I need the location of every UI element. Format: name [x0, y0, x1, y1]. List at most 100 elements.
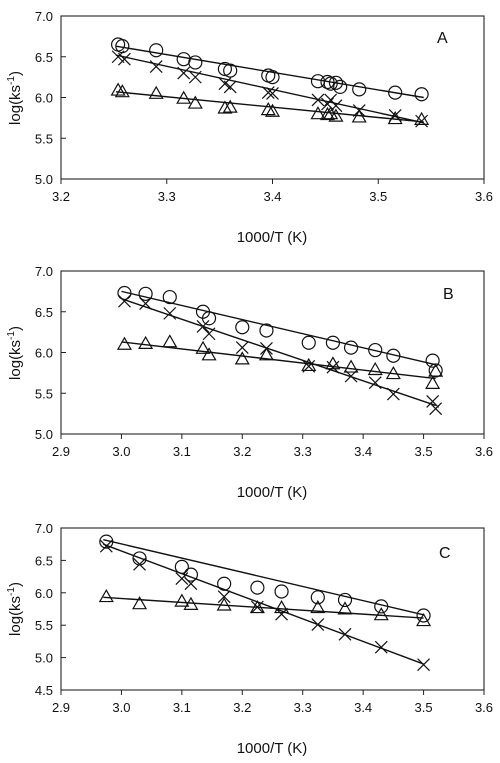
triangle-marker [260, 102, 276, 116]
x-marker [217, 590, 231, 604]
triangle-marker [274, 599, 290, 614]
x-marker [374, 640, 388, 654]
circle-marker [352, 82, 367, 97]
x-marker [202, 327, 216, 341]
circle-marker [416, 608, 431, 623]
circle-marker [174, 559, 189, 574]
x-axis-label: 1000/T (K) [237, 229, 308, 246]
axis-ticks: 5.0 5.5 6.0 6.5 7.0 3.2 3.3 3.4 3.5 3.6 [35, 9, 493, 204]
y-tick-label: 5.5 [35, 386, 53, 401]
circle-marker [188, 55, 203, 70]
x-marker [311, 93, 325, 107]
triangle-marker [373, 607, 389, 621]
x-axis-label: 1000/T (K) [237, 484, 308, 501]
y-tick-label: 4.5 [35, 683, 53, 698]
circle-marker [274, 584, 289, 599]
panel-label: C [439, 545, 451, 562]
x-tick-label: 3.3 [294, 444, 312, 459]
y-tick-label: 5.0 [35, 172, 53, 187]
x-tick-label: 3.2 [233, 444, 251, 459]
fit-line [115, 54, 424, 124]
fit-lines [103, 538, 424, 665]
triangle-marker [249, 599, 265, 614]
chart-panel-b: 5.05.56.06.57.02.9 3.0 3.1 3.2 3.3 3.4 3.5 3.6 … [6, 264, 493, 501]
x-tick-label: 3.1 [173, 444, 191, 459]
triangle-marker [310, 599, 326, 614]
y-tick-label: 6.0 [35, 91, 53, 106]
plot-frame [60, 270, 485, 435]
x-marker [275, 607, 288, 621]
x-marker [175, 572, 189, 585]
x-marker [163, 306, 177, 320]
triangle-marker [258, 347, 274, 361]
circle-marker [235, 320, 250, 335]
x-tick-label: 3.3 [294, 700, 312, 715]
x-tick-label: 3.4 [263, 189, 281, 204]
circle-marker [343, 340, 359, 355]
x-marker [261, 86, 275, 100]
triangle-marker [428, 363, 444, 377]
triangle-marker [367, 361, 383, 376]
triangle-marker [162, 334, 178, 348]
circle-marker [176, 52, 191, 67]
circle-marker [301, 335, 316, 350]
circle-marker [149, 43, 164, 58]
y-axis-label: log(ks-1) [6, 71, 24, 125]
x-tick-label: 3.5 [415, 444, 433, 459]
x-tick-label: 3.4 [354, 444, 372, 459]
y-tick-label: 6.0 [35, 586, 53, 601]
x-marker [139, 297, 153, 311]
panel-label: A [437, 30, 448, 47]
triangle-marker [183, 596, 199, 610]
x-marker [250, 600, 264, 614]
triangle-marker [387, 110, 403, 125]
triangle-marker [351, 109, 367, 123]
x-tick-label: 3.5 [415, 700, 433, 715]
data-markers [98, 534, 432, 672]
circle-marker [333, 79, 348, 95]
chart-panel-a: 5.0 5.5 6.0 6.5 7.0 3.2 3.3 3.4 3.5 3.6 A 1000/T … [6, 9, 493, 246]
fit-line [121, 341, 436, 380]
x-tick-label: 3.6 [475, 444, 493, 459]
data-markers [116, 285, 444, 416]
x-tick-label: 2.9 [52, 700, 70, 715]
circle-marker [250, 580, 265, 595]
x-tick-label: 3.3 [158, 189, 176, 204]
x-marker [426, 394, 440, 408]
x-marker [177, 66, 191, 80]
fit-line [103, 596, 424, 619]
triangle-marker [138, 335, 154, 350]
circle-marker [217, 61, 233, 77]
circle-marker [328, 75, 344, 90]
x-marker [326, 360, 340, 374]
triangle-marker [264, 103, 281, 117]
circle-marker [217, 576, 232, 591]
circle-marker [99, 534, 114, 549]
circle-marker [117, 285, 132, 301]
x-marker [118, 294, 131, 308]
y-tick-label: 6.5 [35, 50, 53, 65]
triangle-marker [98, 588, 114, 603]
circle-marker [337, 592, 353, 608]
x-axis-label: 1000/T (K) [237, 740, 308, 757]
triangle-marker [114, 84, 130, 98]
y-tick-label: 6.5 [35, 305, 53, 320]
x-marker [338, 627, 352, 641]
triangle-marker [416, 612, 432, 627]
x-marker [118, 52, 131, 66]
triangle-marker [110, 82, 126, 96]
x-tick-label: 3.1 [173, 700, 191, 715]
y-tick-label: 7.0 [35, 9, 53, 24]
triangle-marker [319, 106, 336, 121]
triangle-marker [148, 85, 164, 99]
data-markers [110, 37, 430, 128]
triangle-marker [216, 597, 232, 611]
y-tick-label: 5.5 [35, 131, 53, 146]
axis-ticks: 4.5 5.0 5.5 6.0 6.5 7.0 2.9 3.0 3.1 3.2 3.3 3.4 3.5 3… [35, 521, 493, 715]
x-marker [196, 319, 210, 333]
y-tick-label: 5.5 [35, 618, 53, 633]
y-tick-label: 5.0 [35, 651, 53, 666]
x-tick-label: 3.6 [475, 700, 493, 715]
triangle-marker [414, 111, 430, 125]
circle-marker [259, 323, 274, 338]
